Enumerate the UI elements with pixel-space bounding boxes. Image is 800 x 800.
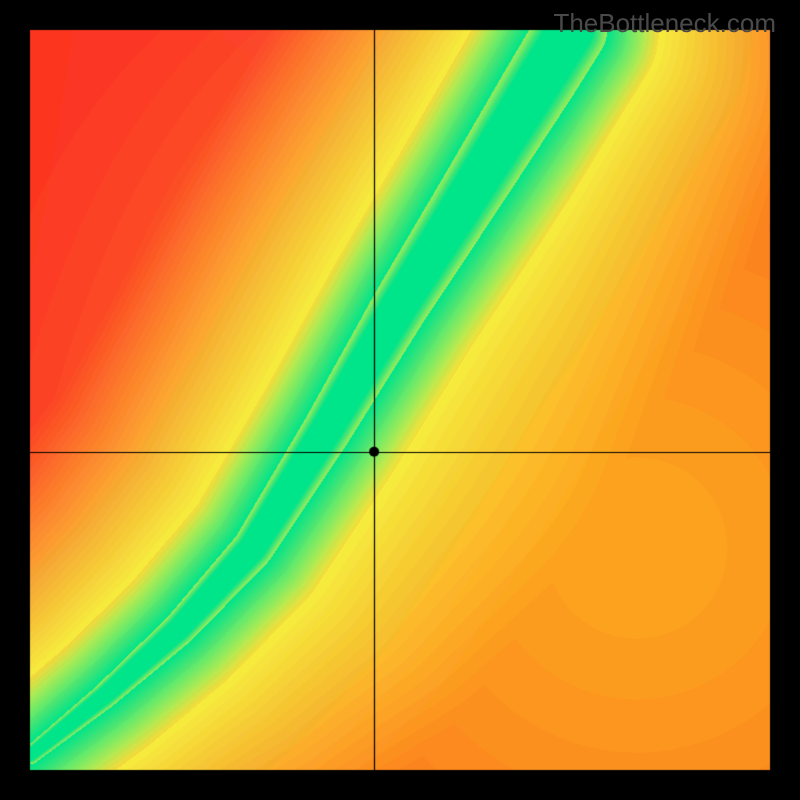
- watermark-text: TheBottleneck.com: [553, 8, 776, 39]
- bottleneck-heatmap: [0, 0, 800, 800]
- chart-container: TheBottleneck.com: [0, 0, 800, 800]
